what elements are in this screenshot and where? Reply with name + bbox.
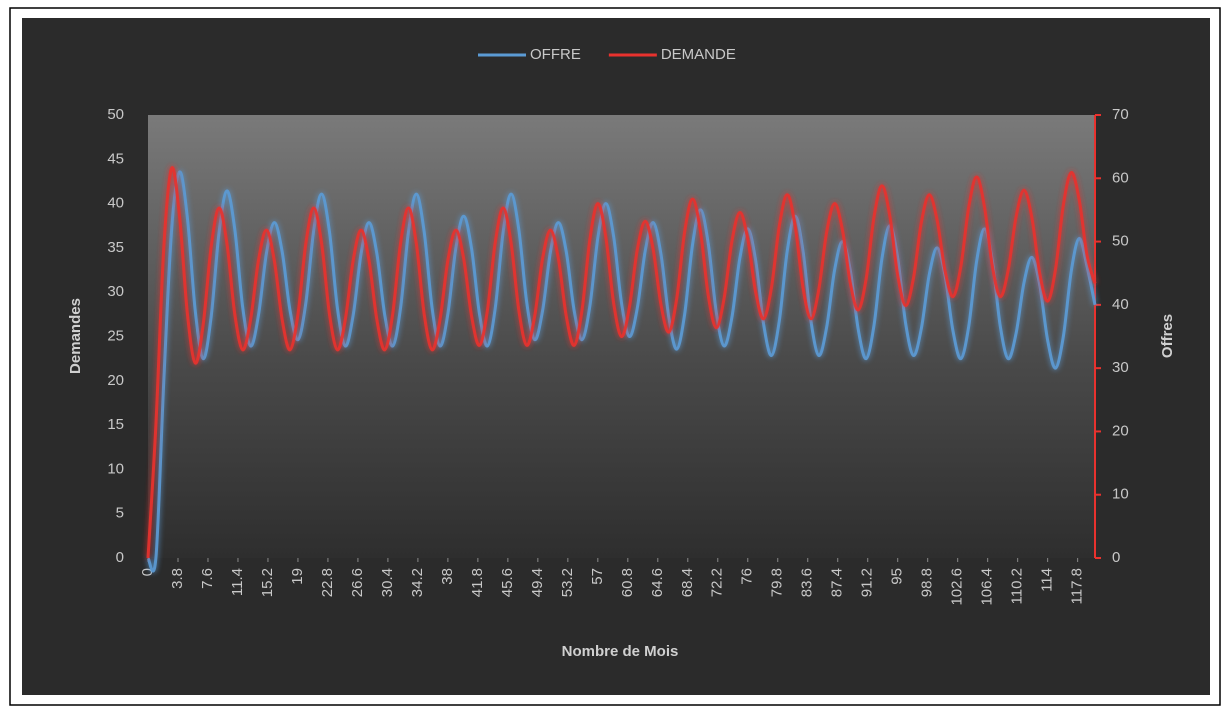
line-series: [146, 170, 1097, 573]
x-tick-label: 83.6: [799, 568, 816, 597]
x-tick-label: 38: [439, 568, 456, 585]
x-tick-label: 0: [139, 568, 156, 576]
legend-label: OFFRE: [530, 46, 581, 63]
x-tick-label: 117.8: [1069, 568, 1086, 604]
x-tick-label: 91.2: [859, 568, 876, 597]
y-tick-label: 20: [107, 372, 124, 389]
x-tick-label: 68.4: [679, 568, 696, 597]
x-tick-label: 3.8: [169, 568, 186, 589]
x-tick-label: 76: [739, 568, 756, 585]
y-tick-label: 40: [107, 195, 124, 212]
y-tick-label: 5: [116, 505, 124, 522]
x-tick-label: 22.8: [319, 568, 336, 597]
x-tick-label: 19: [289, 568, 306, 585]
y2-tick-label: 60: [1112, 169, 1129, 186]
y-tick-label: 35: [107, 239, 124, 256]
x-tick-label: 102.6: [949, 568, 966, 606]
x-tick-label: 57: [589, 568, 606, 585]
y2-tick-label: 10: [1112, 486, 1129, 503]
x-tick-label: 53.2: [559, 568, 576, 597]
x-tick-label: 49.4: [529, 568, 546, 597]
x-tick-label: 79.8: [769, 568, 786, 597]
x-tick-label: 64.6: [649, 568, 666, 597]
x-axis-label: Nombre de Mois: [562, 643, 679, 660]
y2-tick-label: 50: [1112, 233, 1129, 250]
x-tick-label: 60.8: [619, 568, 636, 597]
y-tick-label: 50: [107, 106, 124, 123]
y-tick-label: 10: [107, 460, 124, 477]
x-tick-label: 45.6: [499, 568, 516, 597]
x-tick-label: 7.6: [199, 568, 216, 589]
y-axis-label: Demandes: [67, 298, 84, 374]
line-series: [146, 166, 1097, 559]
x-tick-label: 41.8: [469, 568, 486, 597]
x-tick-label: 95: [889, 568, 906, 585]
x-tick-label: 98.8: [919, 568, 936, 597]
x-tick-label: 114: [1039, 568, 1056, 592]
y2-tick-label: 70: [1112, 106, 1129, 123]
y-tick-label: 25: [107, 327, 124, 344]
x-tick-label: 30.4: [379, 568, 396, 597]
x-tick-label: 72.2: [709, 568, 726, 597]
y2-tick-label: 20: [1112, 422, 1129, 439]
x-tick-label: 34.2: [409, 568, 426, 597]
y2-axis-label: Offres: [1159, 314, 1176, 358]
x-tick-label: 110.2: [1009, 568, 1026, 604]
legend-label: DEMANDE: [661, 46, 736, 63]
x-tick-label: 11.4: [229, 568, 246, 596]
x-tick-label: 87.4: [829, 568, 846, 597]
x-tick-label: 15.2: [259, 568, 276, 597]
y-tick-label: 15: [107, 416, 124, 433]
y2-tick-label: 40: [1112, 296, 1129, 313]
x-tick-label: 106.4: [979, 568, 996, 606]
y-tick-label: 0: [116, 549, 124, 566]
y-tick-label: 30: [107, 283, 124, 300]
x-tick-label: 26.6: [349, 568, 366, 597]
y2-tick-label: 30: [1112, 359, 1129, 376]
y-tick-label: 45: [107, 150, 124, 167]
y2-tick-label: 0: [1112, 549, 1120, 566]
